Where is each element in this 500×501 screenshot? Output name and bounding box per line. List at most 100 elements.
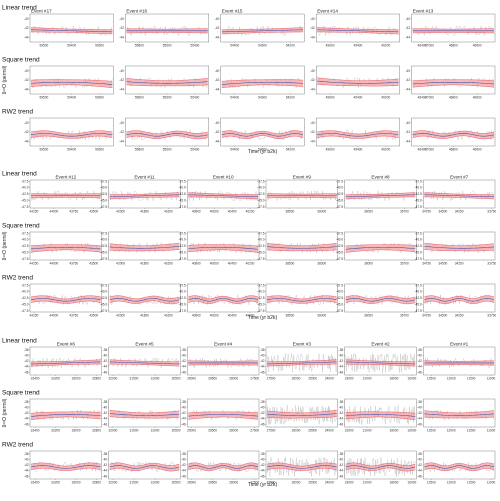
x-tick-label: 41600 [164,313,173,317]
x-tick-label: 55600 [163,147,172,151]
y-tick-label: -40 [260,406,265,410]
band-upper [424,295,495,299]
credible-band [345,244,416,253]
x-tick-label: 55800 [135,95,144,99]
y-tick-label: -42.5 [100,244,107,248]
x-tick-label: 59400 [67,95,76,99]
y-tick-label: -42.5 [21,192,28,196]
y-tick-label: -42.5 [336,296,343,300]
band-upper [345,359,416,363]
credible-band [126,78,208,86]
event-title: Event #8 [371,175,390,180]
credible-band [31,130,113,139]
x-tick-label: 34500 [438,313,447,317]
y-tick-label: -42 [310,78,315,82]
x-tick-label: 21000 [363,376,372,380]
band-upper [424,462,495,467]
y-tick-label: -42 [24,359,29,363]
x-tick-label: 47000 [425,43,434,47]
y-tick-label: -45.0 [336,250,343,254]
y-tick-label: -37.5 [415,283,422,287]
x-tick-label: 54400 [230,147,239,151]
x-tick-label: 32800 [92,480,101,484]
y-tick-label: -38 [260,400,265,404]
x-tick-label: 49400 [353,43,362,47]
y-tick-label: -44 [260,365,265,369]
x-tick-label: 55400 [190,43,199,47]
band-lower [126,84,208,87]
trend-line [188,194,259,198]
event-title: Event #17 [31,9,52,14]
y-tick-label: -38 [103,400,108,404]
y-tick-label: -44 [417,365,422,369]
event-title: Event #9 [293,175,312,180]
x-tick-label: 41600 [164,261,173,265]
trend-line [30,247,101,250]
x-tick-label: 24000 [325,376,334,380]
y-tick-label: -40.0 [179,290,186,294]
y-tick-label: -42 [215,130,220,134]
credible-band [412,79,494,88]
event-title: Event #11 [134,175,155,180]
band-lower [30,135,113,139]
y-tick-label: -47.5 [100,257,107,261]
x-tick-label: 27500 [267,428,276,432]
x-tick-label: 32000 [108,376,117,380]
y-tick-label: -40 [24,354,29,358]
y-tick-label: -40 [119,69,124,73]
y-tick-label: -44 [24,87,29,91]
x-tick-label: 18000 [390,376,399,380]
band-upper [126,78,208,81]
y-tick-label: -40 [405,121,410,125]
x-tick-label: 40600 [210,313,219,317]
band-upper [345,244,416,247]
x-tick-label: 28000 [229,376,238,380]
event-title: Event #6 [57,342,76,347]
band-upper [412,79,495,81]
trend-line [30,465,101,469]
x-tick-label: 49200 [381,95,390,99]
x-tick-label: 18000 [390,428,399,432]
y-tick-label: -42 [310,130,315,134]
trend-line [424,298,495,302]
x-axis-label: Time (yr b2k) [248,315,278,321]
y-tick-label: -47.5 [336,205,343,209]
y-tick-label: -44 [103,469,108,473]
x-tick-label: 40800 [192,261,201,265]
y-tick-label: -37.5 [415,179,422,183]
y-tick-label: -45.0 [336,302,343,306]
band-lower [126,135,208,140]
x-tick-label: 38300 [317,313,326,317]
y-tick-label: -44 [310,87,315,91]
y-tick-label: -37.5 [100,179,107,183]
y-tick-label: -46 [24,474,29,478]
trend-line [266,298,337,302]
band-lower [345,300,416,305]
x-tick-label: 38300 [317,261,326,265]
band-upper [317,130,399,135]
band-lower [30,300,101,304]
trend-line [345,194,416,198]
plot-frame [411,13,496,43]
x-tick-label: 49400 [353,147,362,151]
y-tick-label: -45.0 [415,250,422,254]
y-tick-label: -46 [103,422,108,426]
y-tick-label: -46 [417,422,422,426]
x-tick-label: 11500 [467,428,476,432]
y-tick-label: -40 [405,69,410,73]
y-tick-label: -42 [215,26,220,30]
band-lower [30,31,113,35]
band-lower [221,31,304,35]
x-tick-label: 34250 [455,313,464,317]
x-tick-label: 34750 [422,209,431,213]
y-tick-label: -40.0 [257,290,264,294]
y-tick-label: -40.0 [257,238,264,242]
x-tick-label: 12500 [427,480,436,484]
y-tick-label: -38 [339,400,344,404]
band-upper [30,244,101,246]
y-tick-label: -40 [339,406,344,410]
y-tick-label: -47.5 [179,257,186,261]
y-tick-label: -42 [339,463,344,467]
y-tick-label: -42 [417,359,422,363]
y-tick-label: -40 [310,121,315,125]
